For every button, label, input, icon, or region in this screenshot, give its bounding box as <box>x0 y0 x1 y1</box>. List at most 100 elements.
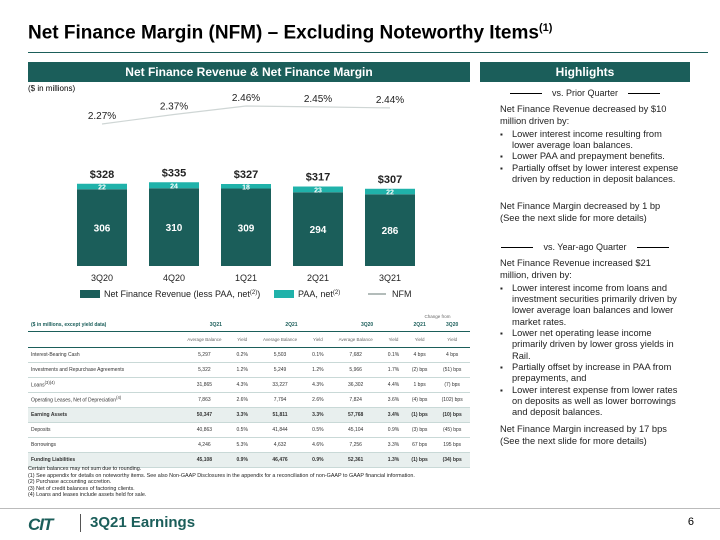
col-quarter: 3Q21 <box>178 320 254 332</box>
table-cell: 5,503 <box>253 347 307 363</box>
footer-separator <box>80 514 81 532</box>
table-cell: 0.5% <box>306 422 330 438</box>
page-number: 6 <box>687 516 694 528</box>
footnote: (1) See appendix for details on notewort… <box>28 472 415 479</box>
legend-swatch <box>274 290 294 298</box>
list-item: Partially offset by lower interest expen… <box>500 163 680 186</box>
table-cell: 4.3% <box>230 377 254 393</box>
bar-base-label: 310 <box>166 223 183 234</box>
table-cell: (51) bps <box>434 362 470 378</box>
table-cell: 0.9% <box>382 422 405 438</box>
legend-swatch <box>80 290 100 298</box>
row-label: Loans(3)(4) <box>28 377 178 393</box>
prior-quarter-heading: vs. Prior Quarter <box>480 88 690 99</box>
bar-base-label: 309 <box>238 223 255 234</box>
table-cell: (7) bps <box>434 377 470 393</box>
table-cell: 195 bps <box>434 437 470 453</box>
table-row: Borrowings 4,246 5.3% 4,632 4.6% 7,256 3.3% 67 … <box>28 437 470 453</box>
table-cell: 0.2% <box>230 347 254 363</box>
col-sub: Average Balance <box>253 331 307 348</box>
cit-logo: CIT <box>28 515 53 534</box>
table-cell: 4,632 <box>253 437 307 453</box>
table-cell: (102) bps <box>434 392 470 408</box>
divider <box>628 93 660 95</box>
table-cell: 51,811 <box>253 407 307 423</box>
bar-paa-label: 22 <box>386 190 394 197</box>
year-margin: Net Finance Margin increased by 17 bps (… <box>500 424 667 446</box>
highlights-panel: vs. Prior Quarter Net Finance Revenue de… <box>480 86 690 449</box>
divider <box>501 247 534 249</box>
nfm-label: 2.27% <box>88 111 116 122</box>
nfm-label: 2.44% <box>376 95 404 106</box>
table-cell: 2.6% <box>306 392 330 408</box>
divider <box>636 247 669 249</box>
col-sub: Yield <box>434 331 470 348</box>
bar-paa <box>77 183 127 190</box>
bar-base <box>149 188 199 266</box>
bar-paa <box>149 182 199 189</box>
footnote: (2) Purchase accounting accretion. <box>28 479 112 486</box>
list-item: Partially offset by increase in PAA from… <box>500 362 680 385</box>
bar-paa-label: 23 <box>314 187 322 194</box>
chart-section-header: Net Finance Revenue & Net Finance Margin <box>28 62 470 82</box>
table-cell: 0.9% <box>306 452 330 468</box>
bar-paa <box>221 184 271 189</box>
row-label: Borrowings <box>28 437 178 453</box>
year-ago-heading: vs. Year-ago Quarter <box>480 242 690 253</box>
bar-base-label: 286 <box>382 226 399 237</box>
table-cell: 1.3% <box>382 452 405 468</box>
legend-label: Net Finance Revenue (less PAA, net(2)) <box>104 289 260 299</box>
row-label: Investments and Repurchase Agreements <box>28 362 178 378</box>
table-cell: 7,824 <box>329 392 383 408</box>
row-label: Operating Leases, Net of Depreciation(4) <box>28 392 178 408</box>
table-row: Deposits 40,863 0.5% 41,844 0.5% 45,104 0.9% (3… <box>28 422 470 438</box>
legend-label: NFM <box>392 289 412 299</box>
table-cell: 7,863 <box>178 392 231 408</box>
table-cell: 4.6% <box>306 437 330 453</box>
bar-total-label: $317 <box>306 172 330 184</box>
units-label: ($ in millions) <box>28 84 76 93</box>
col-change: 2Q21 <box>404 320 435 332</box>
legend-label: PAA, net(2) <box>298 289 340 299</box>
year-bullets: Lower interest income from loans and inv… <box>500 283 680 419</box>
table-cell: 0.5% <box>230 422 254 438</box>
bar-paa-label: 24 <box>170 183 178 190</box>
prior-margin: Net Finance Margin decreased by 1 bp (Se… <box>500 201 661 223</box>
table-cell: 2.6% <box>230 392 254 408</box>
table-cell: 5,297 <box>178 347 231 363</box>
table-cell: 36,302 <box>329 377 383 393</box>
bar-paa-label: 22 <box>98 185 106 192</box>
table-row: Earning Assets 50,347 3.3% 51,811 3.3% 57,768… <box>28 407 470 423</box>
table-cell: 3.4% <box>382 407 405 423</box>
row-label: Funding Liabilities <box>28 452 178 468</box>
x-tick-label: 3Q21 <box>379 273 401 283</box>
table-cell: 3.3% <box>382 437 405 453</box>
table-cell: (34) bps <box>434 452 470 468</box>
list-item: Lower net operating lease income primari… <box>500 328 680 362</box>
bar-base-label: 306 <box>94 224 111 235</box>
col-quarter: 2Q21 <box>253 320 330 332</box>
table-row: Funding Liabilities 45,108 0.9% 46,476 0.9% 5… <box>28 452 470 468</box>
x-tick-label: 3Q20 <box>91 273 113 283</box>
col-change: 3Q20 <box>434 320 470 332</box>
table-cell: (45) bps <box>434 422 470 438</box>
table-cell: 3.3% <box>306 407 330 423</box>
bar-base <box>221 188 271 266</box>
nfr-nfm-chart: 2.27% 2.37% 2.46% 2.45% 2.44% 306 22 $328 3Q20 31… <box>77 93 415 299</box>
bar-paa <box>365 188 415 195</box>
table-cell: 31,865 <box>178 377 231 393</box>
table-cell: 0.1% <box>382 347 405 363</box>
table-cell: 1.2% <box>306 362 330 378</box>
table-cell: 41,844 <box>253 422 307 438</box>
table-row: Interest-Bearing Cash 5,297 0.2% 5,503 0.1% 7… <box>28 347 470 363</box>
table-cell: 45,108 <box>178 452 231 468</box>
table-cell: 3.3% <box>230 407 254 423</box>
table-cell: 1.7% <box>382 362 405 378</box>
table-cell: 40,863 <box>178 422 231 438</box>
table-cell: 46,476 <box>253 452 307 468</box>
table-cell: 4 bps <box>434 347 470 363</box>
table-cell: 3.6% <box>382 392 405 408</box>
table-cell: (3) bps <box>404 422 435 438</box>
yield-table-wrap: Change from ($ in millions, except yield… <box>28 312 470 468</box>
table-cell: (1) bps <box>404 407 435 423</box>
